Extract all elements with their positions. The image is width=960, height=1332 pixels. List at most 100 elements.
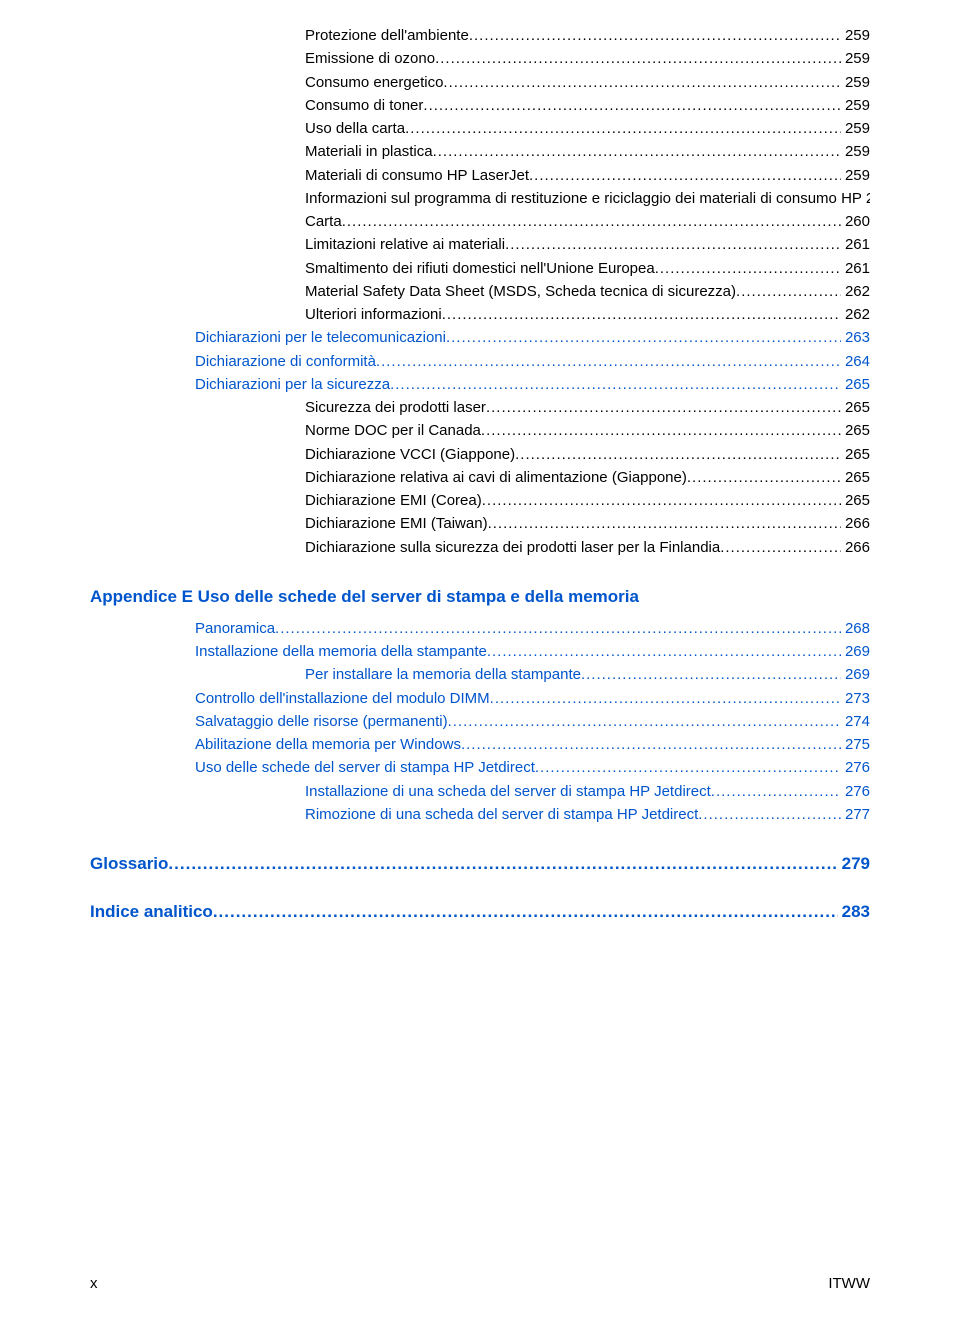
heading-label: Glossario bbox=[90, 854, 168, 874]
toc-page-number: 268 bbox=[841, 617, 870, 640]
toc-label: Controllo dell'installazione del modulo … bbox=[195, 687, 490, 710]
toc-label: Dichiarazione relativa ai cavi di alimen… bbox=[305, 466, 687, 489]
toc-page-number: 259 bbox=[841, 24, 870, 47]
toc-label: Dichiarazione di conformità bbox=[195, 350, 376, 373]
toc-leader-dots bbox=[342, 210, 841, 233]
toc-page-number: 269 bbox=[841, 640, 870, 663]
toc-label: Consumo di toner bbox=[305, 94, 423, 117]
toc-label: Emissione di ozono bbox=[305, 47, 435, 70]
toc-page-number: 260 bbox=[841, 210, 870, 233]
toc-leader-dots bbox=[376, 350, 841, 373]
toc-entry: Norme DOC per il Canada 265 bbox=[90, 419, 870, 442]
toc-leader-dots bbox=[461, 733, 841, 756]
toc-label: Installazione della memoria della stampa… bbox=[195, 640, 487, 663]
heading-page: 279 bbox=[838, 854, 870, 874]
toc-entry[interactable]: Salvataggio delle risorse (permanenti) 2… bbox=[90, 710, 870, 733]
toc-label: Consumo energetico bbox=[305, 71, 443, 94]
toc-label: Per installare la memoria della stampant… bbox=[305, 663, 581, 686]
toc-label: Installazione di una scheda del server d… bbox=[305, 780, 711, 803]
toc-leader-dots bbox=[213, 902, 838, 922]
toc-label: Dichiarazione VCCI (Giappone) bbox=[305, 443, 515, 466]
toc-page-number: 265 bbox=[841, 443, 870, 466]
toc-leader-dots bbox=[433, 140, 841, 163]
toc-page-number: 275 bbox=[841, 733, 870, 756]
toc-label: Rimozione di una scheda del server di st… bbox=[305, 803, 698, 826]
toc-entry: Uso della carta 259 bbox=[90, 117, 870, 140]
toc-label: Informazioni sul programma di restituzio… bbox=[305, 187, 862, 210]
footer-page-number: x bbox=[90, 1275, 98, 1292]
toc-leader-dots bbox=[448, 710, 841, 733]
toc-entry: Material Safety Data Sheet (MSDS, Scheda… bbox=[90, 280, 870, 303]
toc-label: Dichiarazione EMI (Corea) bbox=[305, 489, 482, 512]
toc-entry: Limitazioni relative ai materiali 261 bbox=[90, 233, 870, 256]
toc-leader-dots bbox=[423, 94, 841, 117]
appendix-e-heading[interactable]: Appendice E Uso delle schede del server … bbox=[90, 587, 870, 607]
toc-leader-dots bbox=[487, 640, 841, 663]
toc-entry: Dichiarazione sulla sicurezza dei prodot… bbox=[90, 536, 870, 559]
toc-entry: Smaltimento dei rifiuti domestici nell'U… bbox=[90, 257, 870, 280]
toc-page-number: 259 bbox=[841, 164, 870, 187]
toc-label: Materiali in plastica bbox=[305, 140, 433, 163]
toc-entry[interactable]: Panoramica 268 bbox=[90, 617, 870, 640]
toc-leader-dots bbox=[469, 24, 841, 47]
toc-entry: Dichiarazione VCCI (Giappone) 265 bbox=[90, 443, 870, 466]
toc-entry: Materiali di consumo HP LaserJet 259 bbox=[90, 164, 870, 187]
toc-label: Dichiarazione sulla sicurezza dei prodot… bbox=[305, 536, 720, 559]
toc-leader-dots bbox=[698, 803, 841, 826]
toc-entry: Materiali in plastica 259 bbox=[90, 140, 870, 163]
toc-label: Uso delle schede del server di stampa HP… bbox=[195, 756, 535, 779]
toc-entry[interactable]: Controllo dell'installazione del modulo … bbox=[90, 687, 870, 710]
toc-leader-dots bbox=[488, 512, 841, 535]
toc-label: Dichiarazioni per le telecomunicazioni bbox=[195, 326, 446, 349]
toc-entry[interactable]: Per installare la memoria della stampant… bbox=[90, 663, 870, 686]
table-of-contents: Protezione dell'ambiente 259Emissione di… bbox=[90, 24, 870, 922]
toc-page-number: 273 bbox=[841, 687, 870, 710]
toc-entry: Consumo energetico 259 bbox=[90, 71, 870, 94]
toc-leader-dots bbox=[486, 396, 841, 419]
toc-entry: Consumo di toner 259 bbox=[90, 94, 870, 117]
toc-leader-dots bbox=[581, 663, 841, 686]
toc-entry[interactable]: Dichiarazione di conformità 264 bbox=[90, 350, 870, 373]
toc-entry[interactable]: Uso delle schede del server di stampa HP… bbox=[90, 756, 870, 779]
toc-entry[interactable]: Abilitazione della memoria per Windows 2… bbox=[90, 733, 870, 756]
toc-leader-dots bbox=[435, 47, 841, 70]
toc-page-number: 265 bbox=[841, 373, 870, 396]
toc-leader-dots bbox=[505, 233, 841, 256]
toc-label: Panoramica bbox=[195, 617, 275, 640]
toc-leader-dots bbox=[446, 326, 841, 349]
toc-page-number: 269 bbox=[841, 663, 870, 686]
toc-label: Ulteriori informazioni bbox=[305, 303, 442, 326]
toc-page-number: 259 bbox=[841, 117, 870, 140]
toc-page-number: 276 bbox=[841, 780, 870, 803]
toc-entry: Protezione dell'ambiente 259 bbox=[90, 24, 870, 47]
toc-page-number: 265 bbox=[841, 419, 870, 442]
toc-leader-dots bbox=[442, 303, 841, 326]
toc-page-number: 259 bbox=[841, 71, 870, 94]
toc-entry: Emissione di ozono 259 bbox=[90, 47, 870, 70]
toc-entry[interactable]: Rimozione di una scheda del server di st… bbox=[90, 803, 870, 826]
toc-page-number: 259 bbox=[841, 140, 870, 163]
toc-page-number: 265 bbox=[841, 466, 870, 489]
toc-leader-dots bbox=[405, 117, 841, 140]
toc-page-number: 263 bbox=[841, 326, 870, 349]
toc-page-number: 274 bbox=[841, 710, 870, 733]
toc-entry[interactable]: Installazione della memoria della stampa… bbox=[90, 640, 870, 663]
toc-entry[interactable]: Dichiarazioni per la sicurezza 265 bbox=[90, 373, 870, 396]
glossary-heading[interactable]: Glossario 279 bbox=[90, 854, 870, 874]
index-heading[interactable]: Indice analitico 283 bbox=[90, 902, 870, 922]
toc-page-number: 262 bbox=[841, 280, 870, 303]
toc-entry: Informazioni sul programma di restituzio… bbox=[90, 187, 870, 210]
toc-entry[interactable]: Installazione di una scheda del server d… bbox=[90, 780, 870, 803]
toc-page-number: 259 bbox=[841, 47, 870, 70]
toc-entry: Dichiarazione EMI (Taiwan) 266 bbox=[90, 512, 870, 535]
toc-leader-dots bbox=[687, 466, 841, 489]
toc-page-number: 262 bbox=[841, 303, 870, 326]
toc-label: Uso della carta bbox=[305, 117, 405, 140]
toc-label: Protezione dell'ambiente bbox=[305, 24, 469, 47]
toc-label: Norme DOC per il Canada bbox=[305, 419, 481, 442]
toc-page-number: 265 bbox=[841, 489, 870, 512]
toc-leader-dots bbox=[535, 756, 841, 779]
toc-entry[interactable]: Dichiarazioni per le telecomunicazioni 2… bbox=[90, 326, 870, 349]
toc-page-number: 264 bbox=[841, 350, 870, 373]
toc-leader-dots bbox=[390, 373, 841, 396]
